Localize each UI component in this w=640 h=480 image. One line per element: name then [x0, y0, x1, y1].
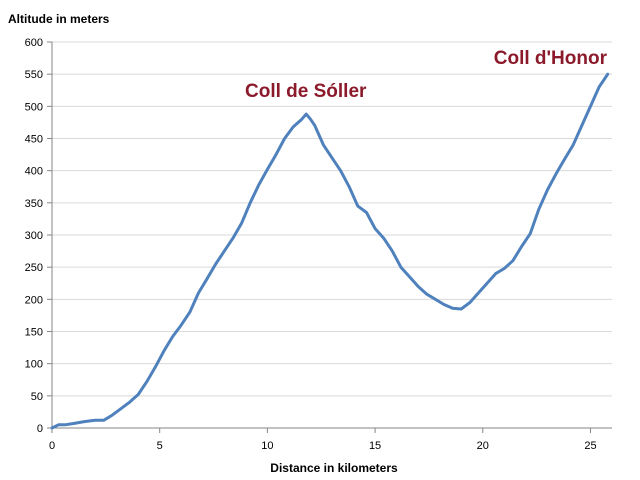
x-tick-labels: 0 5 10 15 20 25: [49, 440, 597, 452]
y-tick-label: 100: [25, 359, 43, 371]
axes: [47, 41, 612, 433]
gridlines: [52, 41, 612, 397]
x-axis-title: Distance in kilometers: [270, 461, 398, 475]
annotations: Coll de Sóller Coll d'Honor: [245, 48, 608, 102]
y-tick-label: 350: [25, 198, 43, 210]
x-tick-label: 25: [584, 440, 596, 452]
y-axis-title: Altitude in meters: [8, 12, 110, 26]
x-tick-label: 10: [261, 440, 273, 452]
series-layer: [50, 72, 610, 430]
y-tick-label: 150: [25, 327, 43, 339]
x-tick-label: 5: [157, 440, 163, 452]
y-tick-label: 600: [25, 37, 43, 49]
altitude-series-line: [50, 72, 610, 430]
peak-annotation-label: Coll d'Honor: [494, 48, 608, 69]
y-tick-label: 550: [25, 69, 43, 81]
y-tick-label: 250: [25, 262, 43, 274]
x-tick-label: 15: [369, 440, 381, 452]
peak-annotation-label: Coll de Sóller: [245, 81, 367, 102]
y-tick-label: 50: [31, 391, 43, 403]
y-tick-label: 200: [25, 294, 43, 306]
y-tick-label: 450: [25, 134, 43, 146]
y-tick-label: 300: [25, 230, 43, 242]
y-tick-labels: 0 50 100 150 200 250 300 350 400 450 500 550 600: [25, 37, 43, 435]
y-tick-label: 500: [25, 101, 43, 113]
x-tick-label: 20: [477, 440, 489, 452]
y-tick-label: 400: [25, 166, 43, 178]
y-tick-label: 0: [37, 423, 43, 435]
x-tick-label: 0: [49, 440, 55, 452]
